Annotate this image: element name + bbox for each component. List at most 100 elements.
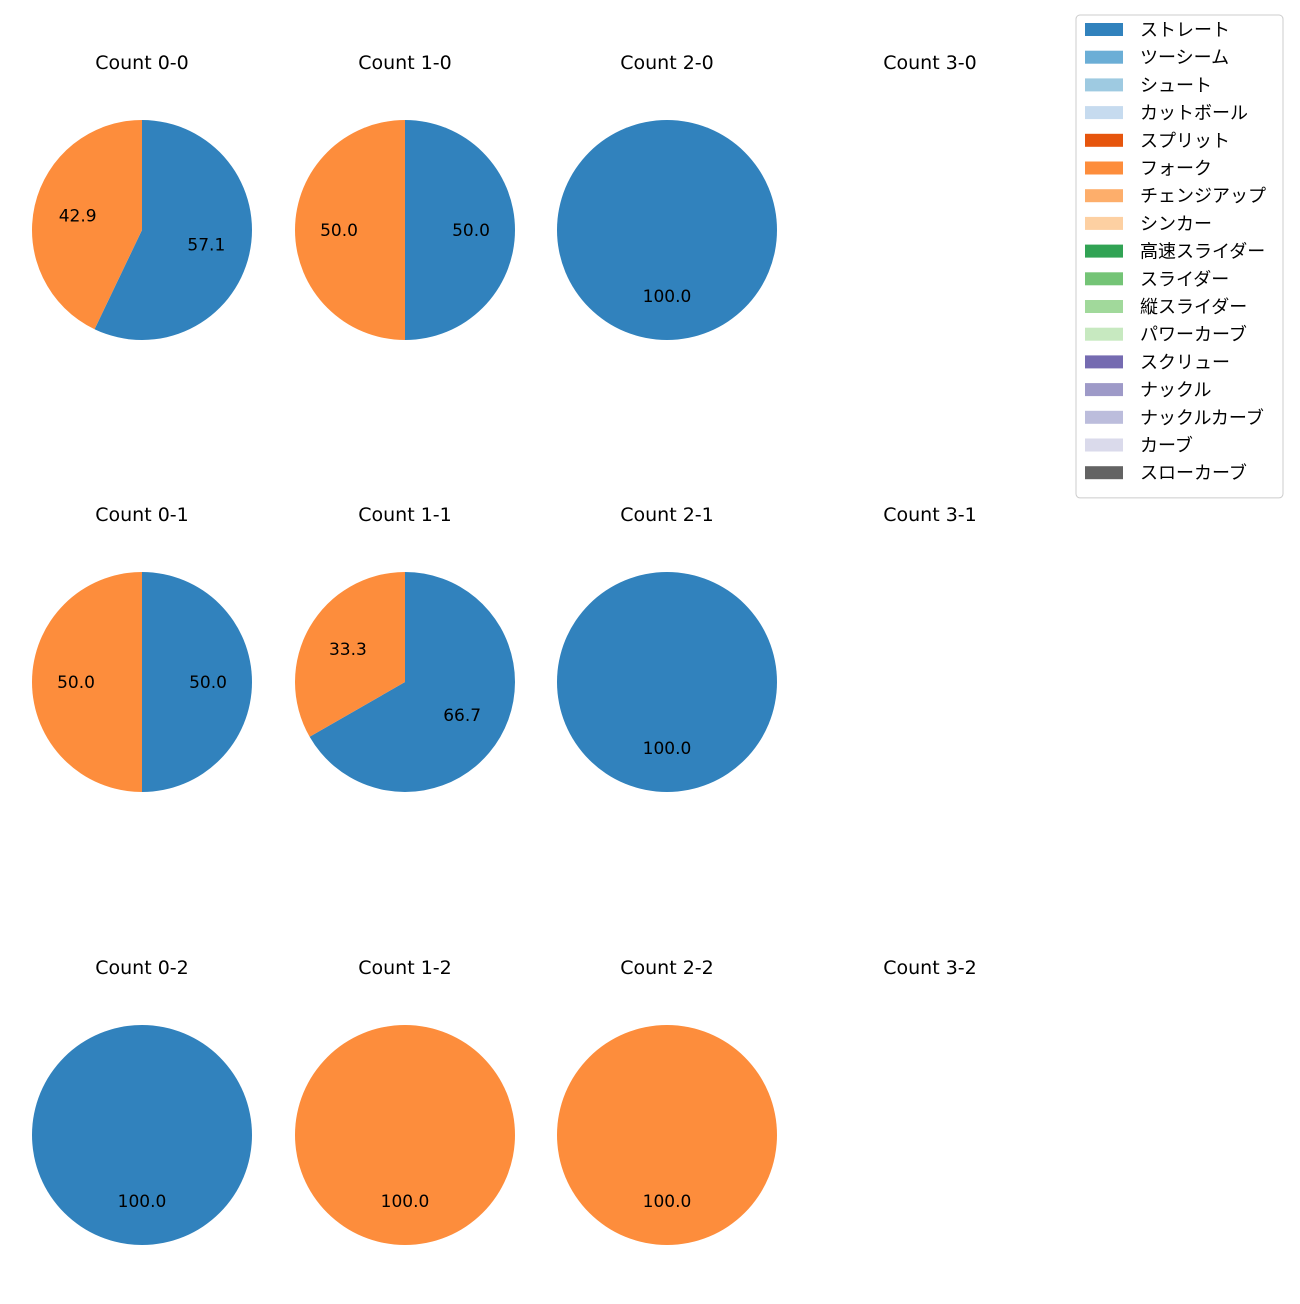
legend-label: 縦スライダー [1140,297,1247,318]
pie-slice [557,572,777,792]
legend-swatch [1085,466,1123,480]
pie-slice-label: 50.0 [320,221,358,241]
pie-count-0-1: Count 0-1 50.0 50.0 [32,504,252,792]
legend-swatch [1085,78,1123,92]
legend-item: スライダー [1085,269,1229,290]
pie-slice [32,1025,252,1245]
pie-slice-label: 50.0 [189,673,227,693]
pie-slice-label: 100.0 [381,1192,430,1212]
legend-swatch [1085,272,1123,286]
legend-swatch [1085,50,1123,64]
legend-item: カットボール [1085,103,1248,124]
pie-slice-label: 100.0 [118,1192,167,1212]
legend-label: ストレート [1140,20,1230,41]
legend-item: スクリュー [1085,352,1230,373]
legend-item: ナックルカーブ [1085,407,1264,429]
legend-item: フォーク [1085,159,1212,180]
legend-swatch [1085,355,1123,369]
legend-item: チェンジアップ [1085,186,1266,207]
pie-slice-label: 100.0 [643,739,692,759]
pie-count-0-0: Count 0-0 57.1 42.9 [31,52,253,340]
legend-label: カットボール [1140,103,1248,124]
legend-label: シンカー [1140,214,1212,235]
legend-label: ナックルカーブ [1140,407,1264,429]
legend-label: ナックル [1140,380,1211,401]
legend-swatch [1085,410,1123,424]
legend-item: ナックル [1085,380,1211,401]
legend-item: スプリット [1085,131,1230,152]
legend-frame [1075,14,1284,499]
pie-slice [557,120,777,340]
pie-title: Count 3-0 [883,52,977,74]
pie-slice [557,1025,777,1245]
legend-label: パワーカーブ [1140,324,1247,346]
pie-count-1-0: Count 1-0 50.0 50.0 [295,52,515,340]
legend-item: パワーカーブ [1085,324,1247,346]
pie-title: Count 0-1 [95,504,189,526]
pie-title: Count 3-1 [883,504,977,526]
pie-slice [94,120,253,340]
legend-swatch [1085,300,1123,313]
legend-label: ツーシーム [1140,48,1229,69]
pie-slice [295,1025,515,1245]
pie-slice [31,120,143,330]
pie-title: Count 1-0 [358,52,452,74]
pie-title: Count 1-2 [358,957,452,979]
pie-slice-label: 100.0 [643,287,692,307]
legend-label: フォーク [1140,159,1212,180]
legend-item: カーブ [1085,435,1193,457]
pie-slice-label: 50.0 [452,221,490,241]
pie-slice-label: 42.9 [59,206,97,226]
pie-count-2-0: Count 2-0 100.0 [557,52,777,340]
pie-title: Count 0-2 [95,957,189,979]
pie-slice [295,120,405,340]
legend: ストレートツーシームシュートカットボールスプリットフォークチェンジアップシンカー… [1075,14,1284,499]
legend-label: スローカーブ [1140,462,1247,484]
pie-count-1-2: Count 1-2 100.0 [295,957,515,1245]
legend-item: 高速スライダー [1085,242,1265,263]
pie-slice [295,572,405,737]
legend-item: ストレート [1085,20,1230,41]
pie-slice-label: 66.7 [443,706,481,726]
pie-count-2-2: Count 2-2 100.0 [557,957,777,1245]
pie-count-1-1: Count 1-1 66.7 33.3 [295,504,515,792]
pie-slice [142,572,252,792]
legend-label: スプリット [1140,131,1230,152]
legend-swatch [1085,189,1123,203]
pie-slice-label: 50.0 [57,673,95,693]
pie-count-2-1: Count 2-1 100.0 [557,504,777,792]
pie-title: Count 1-1 [358,504,452,526]
legend-swatch [1085,438,1123,452]
legend-item: 縦スライダー [1085,297,1247,318]
legend-swatch [1085,244,1123,258]
legend-label: チェンジアップ [1140,186,1266,207]
pie-count-3-2: Count 3-2 [883,957,977,979]
pie-title: Count 0-0 [95,52,189,74]
pie-title: Count 2-0 [620,52,714,74]
legend-swatch [1085,327,1123,341]
pie-count-3-1: Count 3-1 [883,504,977,526]
pie-count-3-0: Count 3-0 [883,52,977,74]
legend-label: スクリュー [1140,352,1230,373]
pie-slice [32,572,142,792]
pie-slice [309,572,515,792]
legend-swatch [1085,106,1123,120]
pie-slice-label: 100.0 [643,1192,692,1212]
legend-swatch [1085,161,1123,175]
legend-label: 高速スライダー [1140,242,1265,263]
pie-title: Count 2-1 [620,504,714,526]
pie-count-0-2: Count 0-2 100.0 [32,957,252,1245]
legend-label: シュート [1140,75,1212,96]
legend-swatch [1085,133,1123,147]
pie-title: Count 2-2 [620,957,714,979]
pie-slice-label: 57.1 [187,236,225,256]
legend-label: カーブ [1140,435,1193,457]
pie-title: Count 3-2 [883,957,977,979]
legend-item: シンカー [1085,214,1212,235]
legend-swatch [1085,216,1123,230]
pie-slice-label: 33.3 [329,640,367,660]
legend-label: スライダー [1140,269,1229,290]
legend-item: シュート [1085,75,1212,96]
